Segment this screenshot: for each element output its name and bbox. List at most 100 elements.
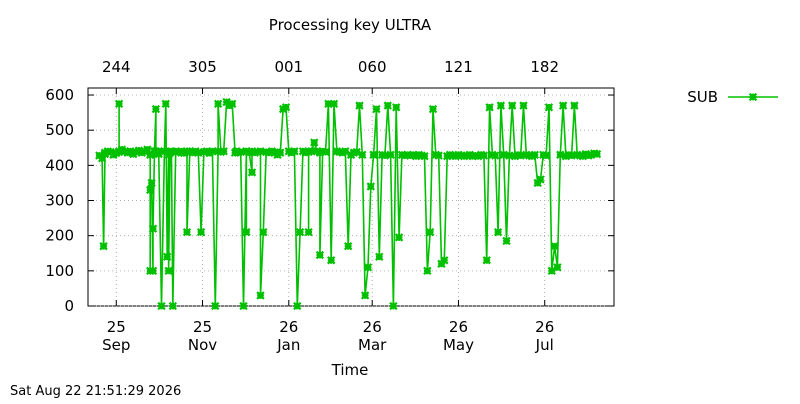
data-point [547, 266, 556, 276]
data-point [550, 242, 559, 251]
y-tick-label: 100 [45, 262, 74, 280]
data-point [502, 236, 511, 246]
legend-label-sub: SUB [687, 88, 718, 106]
x-tick-label: Jul [535, 336, 554, 354]
data-point [307, 147, 316, 156]
data-point [423, 266, 432, 276]
data-point [148, 266, 158, 276]
data-point [428, 104, 438, 114]
data-point [558, 101, 568, 110]
data-point [567, 151, 576, 160]
data-point [329, 99, 339, 109]
footer-timestamp: Sat Aug 22 21:51:29 2026 [10, 384, 181, 399]
x-top-tick-label: 060 [358, 58, 387, 76]
x-top-tick-label: 244 [102, 58, 131, 76]
y-tick-label: 0 [64, 297, 74, 315]
data-point [247, 168, 257, 177]
data-point [530, 150, 539, 159]
data-point [352, 147, 361, 157]
data-point [375, 252, 384, 261]
data-point [493, 227, 503, 237]
x-top-tick-label: 121 [444, 58, 473, 76]
x-axis-label: Time [331, 361, 369, 379]
data-point [211, 301, 220, 311]
data-point [146, 185, 155, 195]
data-point [256, 291, 265, 300]
data-point [163, 252, 172, 261]
data-point [479, 151, 489, 160]
data-point [259, 227, 268, 237]
data-point [196, 227, 206, 237]
data-point [161, 99, 170, 109]
data-point [213, 99, 223, 109]
data-point [293, 301, 302, 311]
data-point [570, 101, 579, 110]
data-point [426, 227, 435, 237]
data-point [505, 151, 514, 160]
data-point [148, 224, 158, 233]
data-point [97, 154, 107, 163]
data-point [519, 101, 528, 110]
x-axis-top: 244 305 001 060 121 182 [102, 58, 559, 94]
y-tick-label: 200 [45, 227, 74, 245]
x-tick-label: May [443, 336, 474, 354]
x-top-tick-label: 001 [274, 58, 303, 76]
chart-title: Processing key ULTRA [269, 16, 432, 34]
data-point [541, 151, 551, 160]
data-point [147, 178, 156, 188]
data-point [164, 266, 173, 276]
data-point [151, 104, 161, 114]
data-point [386, 150, 395, 159]
data-point [304, 227, 313, 237]
data-point [343, 242, 353, 251]
data-point [242, 227, 251, 237]
series-line-sub [98, 99, 598, 307]
data-point [380, 151, 390, 160]
data-point [256, 147, 265, 156]
data-point [324, 99, 333, 109]
x-tick-label: 26 [535, 318, 554, 336]
legend: SUB [687, 88, 778, 106]
data-point [146, 150, 155, 159]
y-tick-label: 300 [45, 192, 74, 210]
x-tick-label: 26 [363, 318, 382, 336]
data-point [394, 233, 404, 242]
data-point [508, 101, 517, 110]
data-point [366, 182, 375, 191]
y-tick-label: 600 [45, 86, 74, 104]
data-point [154, 147, 163, 157]
data-point [496, 101, 506, 110]
data-point [295, 227, 305, 237]
data-point [499, 150, 508, 159]
data-point [341, 147, 350, 156]
data-point [358, 150, 367, 159]
x-tick-label: 26 [279, 318, 298, 336]
data-point [327, 256, 336, 265]
data-point [748, 92, 758, 102]
x-tick-label: 26 [449, 318, 468, 336]
x-tick-label: Jan [276, 336, 300, 354]
data-point [315, 250, 325, 260]
x-tick-label: Mar [358, 336, 387, 354]
data-point [482, 256, 491, 265]
data-point [208, 147, 217, 156]
data-point [355, 101, 364, 110]
y-tick-label: 500 [45, 121, 74, 139]
data-point [114, 99, 124, 109]
data-point [321, 147, 330, 157]
data-point [369, 150, 378, 159]
data-point [157, 301, 166, 311]
data-point [392, 103, 401, 112]
y-tick-label: 400 [45, 156, 74, 174]
data-point [553, 263, 562, 272]
data-point [143, 145, 152, 154]
data-point [372, 104, 381, 114]
data-point [592, 149, 602, 159]
data-point [228, 99, 237, 109]
x-tick-label: Nov [188, 336, 217, 354]
data-point [383, 101, 392, 110]
data-point [310, 138, 319, 147]
data-point [440, 256, 449, 265]
